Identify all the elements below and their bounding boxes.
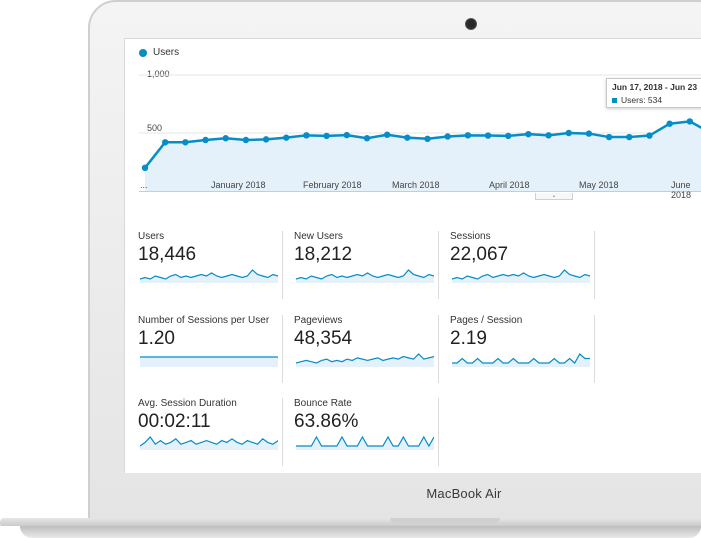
- y-tick-500: 500: [147, 123, 163, 133]
- metric-label: Sessions: [450, 231, 491, 242]
- metric-avg-session-duration[interactable]: Avg. Session Duration 00:02:11: [138, 398, 283, 466]
- chart-tooltip: Jun 17, 2018 - Jun 23 Users: 534: [606, 78, 701, 108]
- legend-dot-icon: [139, 48, 147, 57]
- data-point[interactable]: [525, 130, 532, 138]
- metric-label: Pageviews: [294, 315, 343, 326]
- metric-value: 63.86%: [294, 411, 359, 432]
- sparkline-area: [140, 270, 278, 283]
- data-point[interactable]: [686, 118, 694, 125]
- metric-sparkline: [140, 436, 278, 450]
- x-tick-jan: January 2018: [211, 180, 266, 190]
- data-point[interactable]: [182, 139, 189, 146]
- laptop-base: [0, 518, 701, 538]
- metric-label: Users: [138, 231, 165, 242]
- metric-sparkline: [452, 353, 590, 367]
- analytics-screen: Users 1,000 500 ... January 2018 Februar…: [124, 38, 701, 473]
- metric-value: 48,354: [294, 328, 353, 349]
- data-point[interactable]: [565, 129, 572, 137]
- sparkline-area: [296, 270, 434, 283]
- sparkline-line: [140, 436, 278, 447]
- x-tick-start: ...: [140, 180, 148, 190]
- sparkline-line: [140, 269, 278, 280]
- camera-icon: [465, 18, 477, 30]
- metric-sparkline: [296, 353, 434, 367]
- data-point[interactable]: [605, 133, 613, 141]
- sparkline-area: [296, 354, 434, 367]
- data-point[interactable]: [424, 135, 431, 142]
- chart-expand-handle[interactable]: ⌄: [535, 193, 573, 200]
- metric-sparkline: [140, 356, 278, 367]
- metric-value: 18,446: [138, 244, 197, 265]
- sparkline-line: [296, 435, 434, 448]
- data-point[interactable]: [242, 136, 250, 144]
- data-point[interactable]: [585, 130, 593, 137]
- metric-label: Pages / Session: [450, 315, 523, 326]
- metric-value: 2.19: [450, 328, 487, 349]
- data-point[interactable]: [404, 134, 411, 141]
- metric-sparkline: [140, 269, 278, 283]
- metric-sessions[interactable]: Sessions 22,067: [450, 231, 595, 299]
- metric-pages-per-session[interactable]: Pages / Session 2.19: [450, 315, 595, 383]
- metric-label: Number of Sessions per User: [138, 315, 270, 326]
- tooltip-series-icon: [612, 97, 617, 103]
- data-point[interactable]: [343, 131, 350, 139]
- data-point[interactable]: [484, 132, 492, 139]
- users-line-chart[interactable]: [125, 63, 701, 193]
- tooltip-date: Jun 17, 2018 - Jun 23: [612, 82, 698, 92]
- data-point[interactable]: [262, 136, 270, 143]
- sparkline-line: [452, 269, 590, 280]
- data-point[interactable]: [646, 132, 653, 139]
- data-point[interactable]: [383, 131, 391, 138]
- x-tick-apr: April 2018: [489, 180, 530, 190]
- sparkline-area: [296, 437, 434, 450]
- data-point[interactable]: [626, 133, 633, 141]
- data-point[interactable]: [303, 132, 310, 139]
- metric-value: 00:02:11: [138, 411, 211, 432]
- metric-users[interactable]: Users 18,446: [138, 231, 283, 299]
- metric-bounce-rate[interactable]: Bounce Rate 63.86%: [294, 398, 439, 466]
- metric-new-users[interactable]: New Users 18,212: [294, 231, 439, 299]
- metric-sparkline: [296, 269, 434, 283]
- metric-label: Bounce Rate: [294, 398, 352, 409]
- sparkline-area: [452, 354, 590, 367]
- metric-value: 22,067: [450, 244, 509, 265]
- data-point[interactable]: [545, 132, 552, 139]
- data-point[interactable]: [363, 135, 371, 142]
- metric-label: New Users: [294, 231, 343, 242]
- metric-pageviews[interactable]: Pageviews 48,354: [294, 315, 439, 383]
- sparkline-area: [452, 270, 590, 283]
- metric-value: 18,212: [294, 244, 353, 265]
- sparkline-line: [452, 353, 590, 364]
- x-tick-mar: March 2018: [392, 180, 440, 190]
- sparkline-line: [296, 269, 434, 280]
- y-tick-1000: 1,000: [147, 69, 170, 79]
- x-tick-jun: June 2018: [671, 180, 692, 200]
- metric-label: Avg. Session Duration: [138, 398, 237, 409]
- metric-sparkline: [296, 435, 434, 450]
- data-point[interactable]: [464, 132, 472, 139]
- sparkline-area: [140, 357, 278, 367]
- legend-label: Users: [153, 47, 180, 58]
- x-tick-feb: February 2018: [303, 180, 362, 190]
- data-point[interactable]: [444, 133, 451, 140]
- data-point[interactable]: [222, 135, 229, 142]
- metric-sessions-per-user[interactable]: Number of Sessions per User 1.20: [138, 315, 283, 383]
- data-point[interactable]: [202, 136, 209, 144]
- tooltip-value: Users: 534: [621, 95, 663, 105]
- data-point[interactable]: [666, 120, 673, 127]
- data-point[interactable]: [141, 164, 149, 171]
- metric-value: 1.20: [138, 328, 175, 349]
- sparkline-line: [296, 353, 434, 364]
- data-point[interactable]: [283, 134, 290, 141]
- data-point[interactable]: [161, 139, 169, 146]
- metric-sparkline: [452, 269, 590, 283]
- chart-legend[interactable]: Users: [139, 47, 179, 58]
- data-point[interactable]: [505, 132, 512, 140]
- data-point[interactable]: [323, 132, 330, 140]
- x-tick-may: May 2018: [579, 180, 619, 190]
- device-brand-label: MacBook Air: [426, 486, 502, 501]
